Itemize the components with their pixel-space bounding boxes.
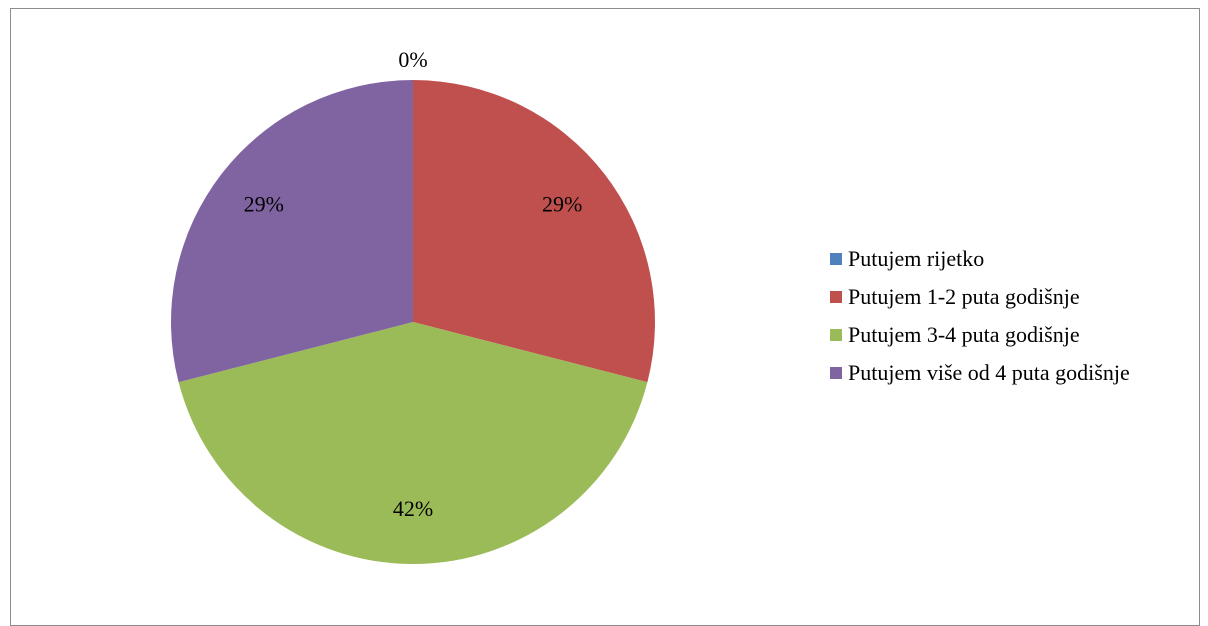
- pie-slice-3: [171, 80, 413, 383]
- pie-data-label-2: 42%: [393, 496, 433, 521]
- pie-slices: [171, 80, 655, 564]
- legend-item-vise-od-4: Putujem više od 4 puta godišnje: [830, 354, 1130, 392]
- legend-item-1-2-puta: Putujem 1-2 puta godišnje: [830, 278, 1130, 316]
- legend-item-3-4-puta: Putujem 3-4 puta godišnje: [830, 316, 1130, 354]
- pie-labels: 0% 29% 42% 29%: [244, 47, 583, 521]
- pie-slice-1: [413, 80, 655, 383]
- legend-swatch: [830, 329, 842, 341]
- pie-data-label-1: 29%: [542, 191, 582, 216]
- legend: Putujem rijetko Putujem 1-2 puta godišnj…: [830, 240, 1130, 392]
- legend-swatch: [830, 253, 842, 265]
- legend-label: Putujem 3-4 puta godišnje: [848, 322, 1080, 347]
- legend-item-rijetko: Putujem rijetko: [830, 240, 1130, 278]
- pie-data-label-3: 29%: [244, 191, 284, 216]
- legend-swatch: [830, 367, 842, 379]
- pie-data-label-0: 0%: [398, 47, 427, 72]
- pie-slice-2: [178, 322, 648, 564]
- legend-label: Putujem više od 4 puta godišnje: [848, 360, 1130, 385]
- legend-label: Putujem rijetko: [848, 246, 985, 271]
- legend-label: Putujem 1-2 puta godišnje: [848, 284, 1080, 309]
- legend-swatch: [830, 291, 842, 303]
